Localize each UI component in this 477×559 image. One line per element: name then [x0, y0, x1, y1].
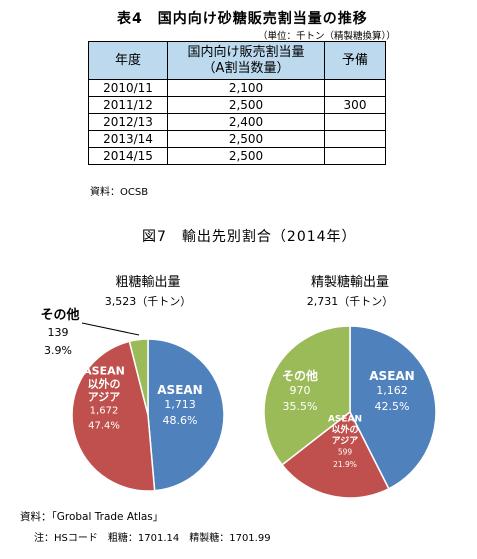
- slice-value: 599: [338, 447, 353, 456]
- cell-quota: 2,100: [167, 79, 325, 97]
- figure-title: 図7 輸出先別割合（2014年）: [142, 229, 357, 245]
- table-row: 2012/13 2,400: [88, 113, 386, 131]
- slice-value: 139: [48, 326, 69, 339]
- chart-title: 精製糖輸出量: [311, 274, 389, 290]
- table-row: 2014/15 2,500: [88, 147, 386, 165]
- cell-year: 2012/13: [88, 113, 168, 131]
- slice-percent: 35.5%: [283, 400, 318, 413]
- cell-reserve: [324, 147, 386, 165]
- slice-label: ASEAN: [157, 383, 202, 397]
- cell-year: 2010/11: [88, 79, 168, 97]
- slice-value: 1,713: [164, 398, 196, 411]
- cell-quota: 2,500: [167, 96, 325, 114]
- cell-quota: 2,400: [167, 113, 325, 131]
- table-row: 2011/12 2,500 300: [88, 96, 386, 114]
- footnote-source: 資料：「Grobal Trade Atlas」: [20, 511, 164, 523]
- header-reserve: 予備: [324, 41, 386, 80]
- pie-slice: [349, 325, 437, 490]
- slice-percent: 48.6%: [163, 414, 198, 427]
- chart-title: 粗糖輸出量: [115, 274, 180, 290]
- leader-line: [81, 322, 140, 336]
- header-quota-line2: （A割当数量）: [202, 60, 290, 76]
- slice-label: ASEAN: [83, 365, 125, 378]
- quota-table: 年度 国内向け販売割当量 （A割当数量） 予備 2010/11 2,100 20…: [88, 41, 386, 165]
- chart-subtitle: 2,731（千トン）: [307, 295, 394, 308]
- slice-label: 以外の: [331, 423, 358, 435]
- chart-subtitle: 3,523（千トン）: [105, 295, 192, 308]
- table-header-row: 年度 国内向け販売割当量 （A割当数量） 予備: [88, 41, 386, 80]
- slice-label: その他: [282, 368, 318, 383]
- slice-label: 以外の: [88, 377, 121, 391]
- footnote-note: 注：HSコード 粗糖：1701.14 精製糖：1701.99: [34, 533, 271, 544]
- header-year: 年度: [88, 41, 168, 80]
- table-unit: （単位：千トン（精製糖換算））: [258, 31, 396, 42]
- slice-value: 970: [290, 384, 311, 397]
- slice-label: ASEAN: [328, 414, 362, 424]
- slice-label: アジア: [332, 435, 359, 446]
- cell-year: 2014/15: [88, 147, 168, 165]
- table-source: 資料：OCSB: [90, 187, 149, 198]
- slice-label: アジア: [88, 391, 121, 404]
- slice-percent: 3.9%: [44, 344, 72, 357]
- slice-label: ASEAN: [369, 369, 414, 383]
- pie-slice: [71, 340, 156, 492]
- slice-percent: 42.5%: [375, 400, 410, 413]
- cell-quota: 2,500: [167, 147, 325, 165]
- slice-label: その他: [40, 307, 79, 323]
- cell-year: 2011/12: [88, 96, 168, 114]
- header-quota-line1: 国内向け販売割当量: [187, 44, 305, 60]
- header-quota: 国内向け販売割当量 （A割当数量）: [167, 41, 325, 80]
- pie-slice: [263, 325, 351, 466]
- slice-value: 1,672: [90, 406, 119, 417]
- table-title: 表4 国内向け砂糖販売割当量の推移: [117, 11, 368, 27]
- slice-percent: 47.4%: [88, 421, 120, 432]
- slice-value: 1,162: [376, 384, 408, 397]
- slice-percent: 21.9%: [333, 460, 357, 469]
- cell-reserve: 300: [324, 96, 386, 114]
- pie-slice: [147, 338, 225, 492]
- pie-slice: [281, 410, 390, 499]
- pie-slice: [128, 338, 149, 416]
